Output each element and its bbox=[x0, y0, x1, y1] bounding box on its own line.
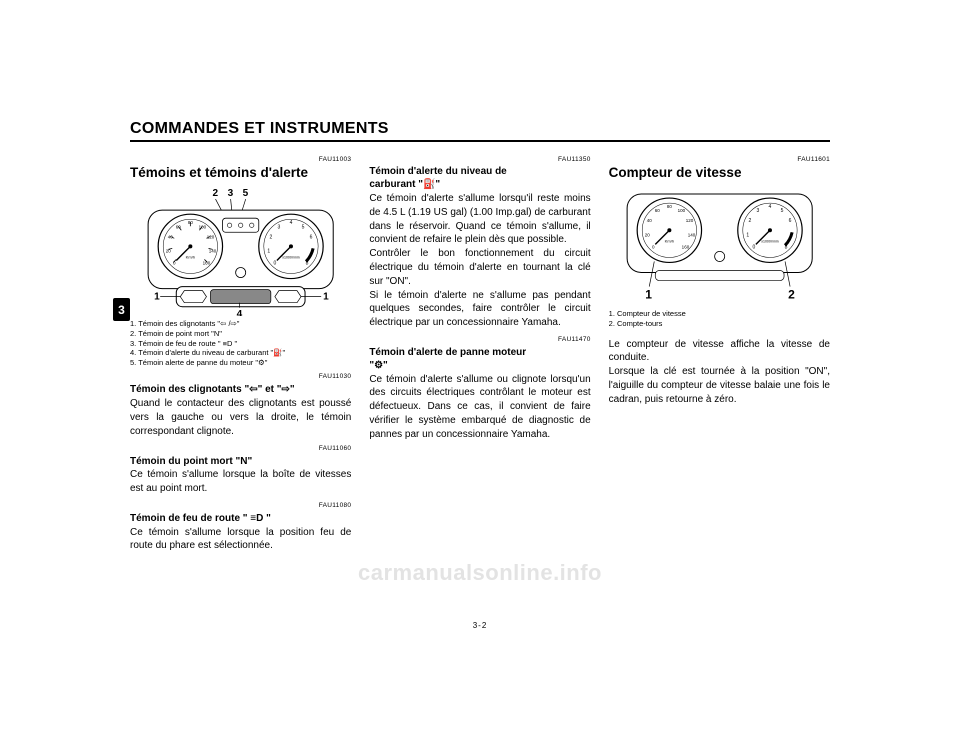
svg-text:2: 2 bbox=[748, 218, 751, 224]
callout-5: 5 bbox=[243, 188, 249, 199]
gauge-cluster-svg-2: 02040 6080100 120140160 Km/h 012 345 678 bbox=[609, 186, 830, 307]
column-3: FAU11601 Compteur de vitesse 0 20 40 60 80 1… bbox=[609, 156, 830, 554]
svg-text:120: 120 bbox=[685, 218, 693, 223]
svg-text:5: 5 bbox=[302, 224, 305, 230]
figure-speedometer: 02040 6080100 120140160 Km/h 012 345 678 bbox=[609, 186, 830, 307]
sub-heading: Témoin d'alerte de panne moteur "⚙" bbox=[369, 347, 590, 373]
body-text: Contrôler le bon fonctionnement du circu… bbox=[369, 247, 590, 288]
callout-2: 2 bbox=[212, 188, 218, 199]
title-rule bbox=[130, 140, 830, 142]
figure-warning-lights: 2 3 5 02040 6080100 120 bbox=[130, 186, 351, 317]
callout-4: 4 bbox=[237, 308, 243, 316]
svg-text:1: 1 bbox=[746, 232, 749, 238]
columns: FAU11003 Témoins et témoins d'alerte 2 3… bbox=[130, 156, 830, 554]
ref-code: FAU11060 bbox=[130, 445, 351, 454]
ref-code: FAU11030 bbox=[130, 373, 351, 382]
svg-text:6: 6 bbox=[788, 218, 791, 224]
callout-3: 3 bbox=[228, 188, 234, 199]
chapter-title: COMMANDES ET INSTRUMENTS bbox=[130, 120, 830, 138]
sub-heading: Témoin d'alerte du niveau de carburant "… bbox=[369, 166, 590, 192]
sub-heading: Témoin des clignotants "⇦" et "⇨" bbox=[130, 384, 351, 397]
callout-1-left: 1 bbox=[154, 291, 160, 302]
ref-code: FAU11470 bbox=[369, 336, 590, 345]
ref-code: FAU11080 bbox=[130, 502, 351, 511]
svg-text:Km/h: Km/h bbox=[664, 238, 673, 243]
caption-line: 4. Témoin d'alerte du niveau de carburan… bbox=[130, 348, 351, 358]
gauge-cluster-svg: 2 3 5 02040 6080100 120 bbox=[130, 186, 351, 317]
body-text: Ce témoin s'allume lorsque la position f… bbox=[130, 526, 351, 554]
body-text: Lorsque la clé est tournée à la position… bbox=[609, 365, 830, 406]
svg-text:60: 60 bbox=[654, 208, 660, 213]
svg-text:20: 20 bbox=[644, 232, 650, 237]
sub-heading: Témoin de feu de route " ≡D " bbox=[130, 513, 351, 526]
svg-text:5: 5 bbox=[780, 208, 783, 214]
page-number: 3-2 bbox=[130, 621, 830, 630]
svg-text:100: 100 bbox=[199, 224, 207, 229]
svg-text:4: 4 bbox=[290, 220, 293, 226]
column-2: FAU11350 Témoin d'alerte du niveau de ca… bbox=[369, 156, 590, 554]
column-1: FAU11003 Témoins et témoins d'alerte 2 3… bbox=[130, 156, 351, 554]
svg-text:160: 160 bbox=[681, 244, 689, 249]
svg-text:0: 0 bbox=[273, 260, 276, 266]
side-tab: 3 bbox=[113, 298, 130, 321]
ref-code: FAU11601 bbox=[609, 156, 830, 165]
watermark: carmanualsonline.info bbox=[130, 560, 830, 586]
svg-text:Km/h: Km/h bbox=[186, 254, 195, 259]
heading-line2: "⚙" bbox=[369, 360, 387, 371]
svg-text:100: 100 bbox=[677, 208, 685, 213]
body-text: Ce témoin d'alerte s'allume ou clignote … bbox=[369, 373, 590, 442]
heading-line1: Témoin d'alerte du niveau de bbox=[369, 166, 506, 177]
body-text: Ce témoin s'allume lorsque la boîte de v… bbox=[130, 468, 351, 496]
svg-text:4: 4 bbox=[768, 204, 771, 210]
svg-text:3: 3 bbox=[277, 224, 280, 230]
heading-line1: Témoin d'alerte de panne moteur bbox=[369, 347, 526, 358]
ref-code: FAU11350 bbox=[369, 156, 590, 165]
svg-text:x1000r/min: x1000r/min bbox=[282, 255, 299, 259]
caption-line: 1. Témoin des clignotants "⇦ /⇨" bbox=[130, 319, 351, 329]
figure2-captions: 1. Compteur de vitesse 2. Compte-tours bbox=[609, 309, 830, 328]
body-text: Si le témoin d'alerte ne s'allume pas pe… bbox=[369, 289, 590, 330]
svg-text:140: 140 bbox=[687, 232, 695, 237]
sub-heading: Témoin du point mort "N" bbox=[130, 456, 351, 469]
svg-text:2: 2 bbox=[269, 234, 272, 240]
callout-1-right: 1 bbox=[323, 291, 329, 302]
body-text: Ce témoin d'alerte s'allume lorsqu'il re… bbox=[369, 192, 590, 247]
body-text: Quand le contacteur des clignotants est … bbox=[130, 397, 351, 438]
manual-page: COMMANDES ET INSTRUMENTS carmanualsonlin… bbox=[130, 120, 830, 630]
body-text: Le compteur de vitesse affiche la vitess… bbox=[609, 338, 830, 366]
svg-text:120: 120 bbox=[207, 234, 215, 239]
svg-text:1: 1 bbox=[267, 248, 270, 254]
svg-text:40: 40 bbox=[646, 218, 652, 223]
svg-text:6: 6 bbox=[310, 234, 313, 240]
heading-line2: carburant "⛽" bbox=[369, 179, 440, 190]
svg-text:x1000r/min: x1000r/min bbox=[761, 239, 778, 243]
svg-text:80: 80 bbox=[667, 204, 673, 209]
section-heading: Témoins et témoins d'alerte bbox=[130, 165, 351, 181]
figure1-captions: 1. Témoin des clignotants "⇦ /⇨" 2. Témo… bbox=[130, 319, 351, 367]
callout-1: 1 bbox=[645, 287, 652, 301]
caption-line: 5. Témoin alerte de panne du moteur "⚙" bbox=[130, 358, 351, 368]
caption-line: 2. Compte-tours bbox=[609, 319, 830, 329]
svg-text:0: 0 bbox=[752, 244, 755, 250]
callout-2: 2 bbox=[788, 287, 795, 301]
caption-line: 3. Témoin de feu de route " ≡D " bbox=[130, 339, 351, 349]
ref-code: FAU11003 bbox=[130, 156, 351, 165]
svg-text:3: 3 bbox=[756, 208, 759, 214]
section-heading: Compteur de vitesse bbox=[609, 165, 830, 181]
caption-line: 2. Témoin de point mort "N" bbox=[130, 329, 351, 339]
caption-line: 1. Compteur de vitesse bbox=[609, 309, 830, 319]
